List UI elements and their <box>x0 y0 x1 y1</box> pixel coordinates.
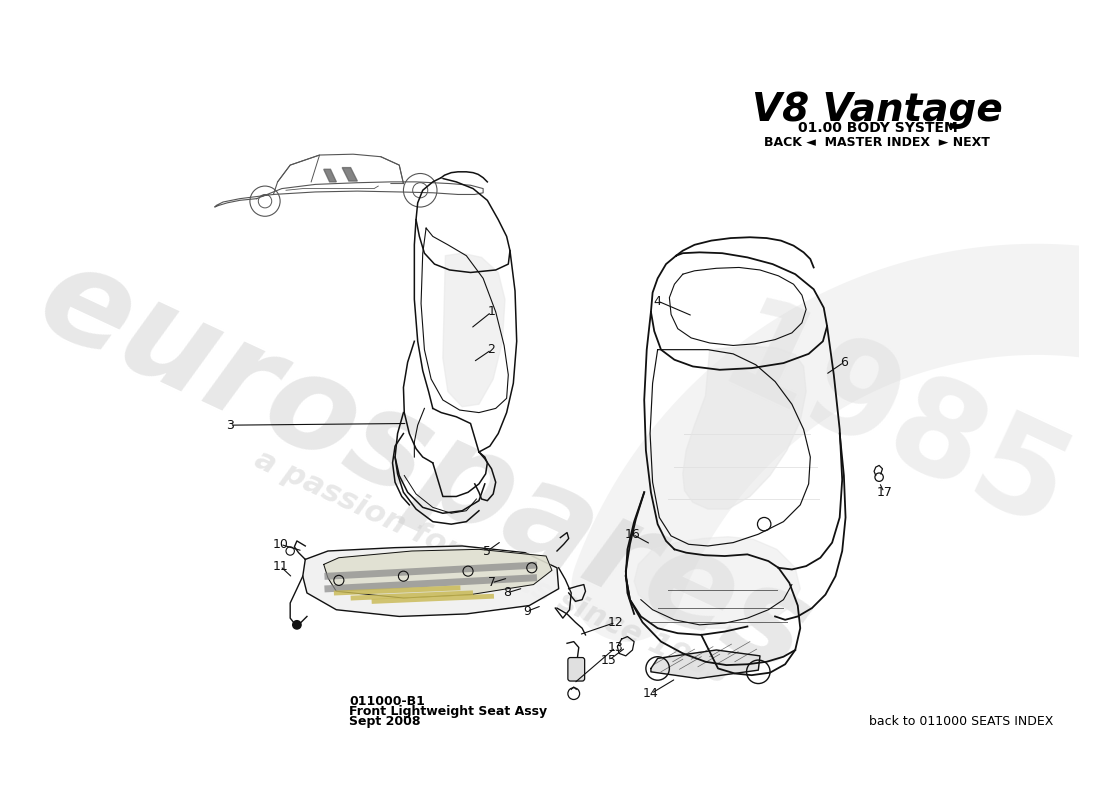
Polygon shape <box>323 550 552 598</box>
Polygon shape <box>634 537 801 628</box>
Text: 01.00 BODY SYSTEM: 01.00 BODY SYSTEM <box>798 122 957 135</box>
Text: 8: 8 <box>503 586 510 599</box>
Text: 3: 3 <box>226 418 233 432</box>
Text: 7: 7 <box>487 576 495 590</box>
Text: 2: 2 <box>487 343 495 356</box>
Text: 9: 9 <box>522 605 530 618</box>
Text: 16: 16 <box>625 528 640 541</box>
Text: 13: 13 <box>608 641 624 654</box>
Text: 4: 4 <box>653 294 661 307</box>
Text: Sept 2008: Sept 2008 <box>349 715 420 729</box>
Text: 12: 12 <box>608 616 624 629</box>
Text: 17: 17 <box>877 486 892 498</box>
Text: 11: 11 <box>272 560 288 573</box>
Text: 1985: 1985 <box>701 290 1088 560</box>
Text: back to 011000 SEATS INDEX: back to 011000 SEATS INDEX <box>869 715 1054 729</box>
Polygon shape <box>302 546 559 617</box>
Polygon shape <box>651 650 760 678</box>
Text: BACK ◄  MASTER INDEX  ► NEXT: BACK ◄ MASTER INDEX ► NEXT <box>764 136 990 149</box>
Text: 5: 5 <box>483 545 492 558</box>
Text: a passion for parts since 1985: a passion for parts since 1985 <box>250 445 733 690</box>
Circle shape <box>293 621 301 629</box>
Text: V8 Vantage: V8 Vantage <box>752 91 1003 130</box>
Text: 10: 10 <box>272 538 288 550</box>
Text: 15: 15 <box>601 654 617 666</box>
Text: 011000-B1: 011000-B1 <box>349 695 425 708</box>
Text: 14: 14 <box>644 687 659 700</box>
Text: Front Lightweight Seat Assy: Front Lightweight Seat Assy <box>349 706 547 718</box>
Polygon shape <box>342 168 358 181</box>
FancyBboxPatch shape <box>568 658 584 681</box>
Polygon shape <box>323 170 337 182</box>
Polygon shape <box>683 346 806 509</box>
Text: 1: 1 <box>487 306 495 318</box>
Text: eurospares: eurospares <box>20 233 829 701</box>
Text: 6: 6 <box>840 356 848 369</box>
Polygon shape <box>443 253 505 406</box>
